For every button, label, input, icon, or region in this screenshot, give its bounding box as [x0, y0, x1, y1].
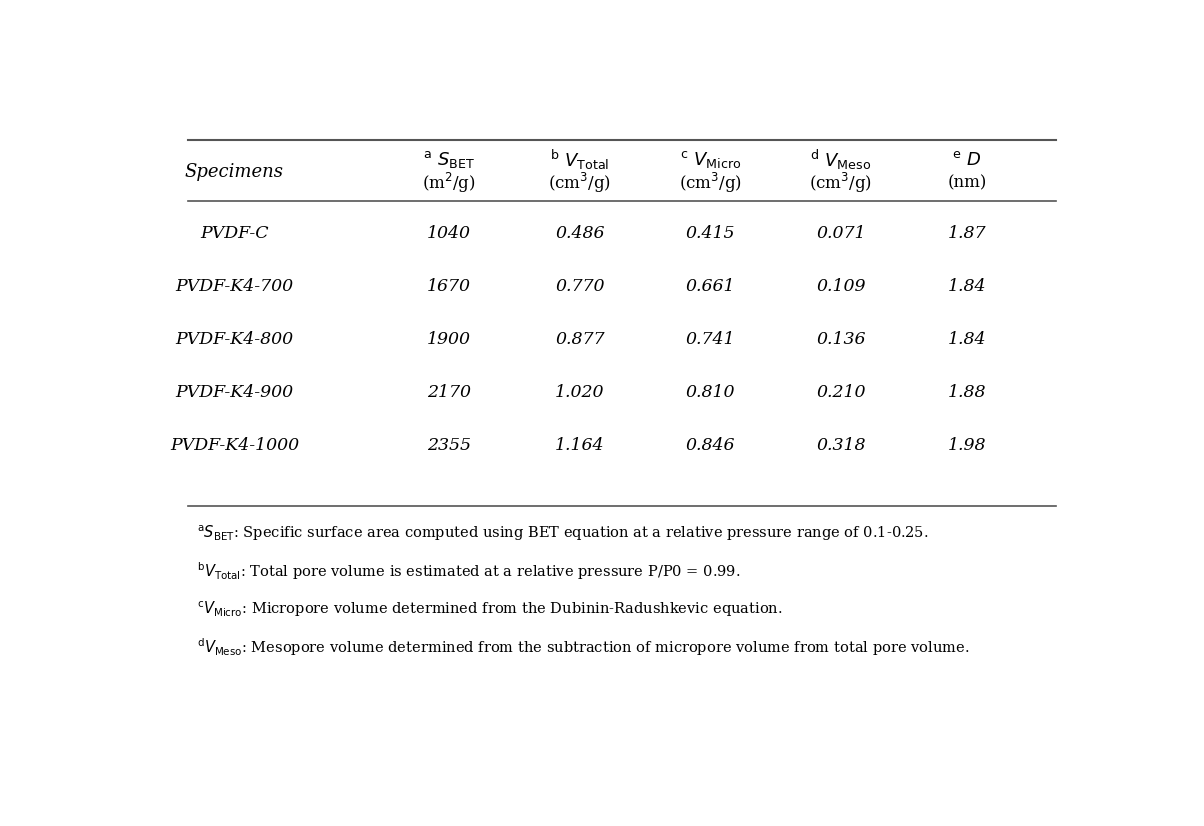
Text: 0.210: 0.210: [816, 384, 866, 401]
Text: PVDF-K4-800: PVDF-K4-800: [176, 331, 294, 348]
Text: $^{\mathrm{c}}$$V_{\mathrm{Micro}}$: Micropore volume determined from the Dubini: $^{\mathrm{c}}$$V_{\mathrm{Micro}}$: Mic…: [197, 600, 783, 619]
Text: 1.84: 1.84: [948, 331, 986, 348]
Text: (nm): (nm): [948, 174, 986, 192]
Text: 0.318: 0.318: [816, 437, 866, 453]
Text: Specimens: Specimens: [185, 163, 284, 181]
Text: PVDF-C: PVDF-C: [200, 225, 268, 243]
Text: 1900: 1900: [427, 331, 471, 348]
Text: $^{\mathrm{b}}$$V_{\mathrm{Total}}$: Total pore volume is estimated at a relativ: $^{\mathrm{b}}$$V_{\mathrm{Total}}$: Tot…: [197, 560, 740, 582]
Text: (cm$^3$/g): (cm$^3$/g): [679, 171, 742, 195]
Text: 0.877: 0.877: [555, 331, 604, 348]
Text: 2170: 2170: [427, 384, 471, 401]
Text: 1.98: 1.98: [948, 437, 986, 453]
Text: $^{\mathrm{d}}$ $\mathit{V}$$_{\mathrm{Meso}}$: $^{\mathrm{d}}$ $\mathit{V}$$_{\mathrm{M…: [810, 148, 872, 172]
Text: (cm$^3$/g): (cm$^3$/g): [809, 171, 873, 195]
Text: 0.415: 0.415: [685, 225, 736, 243]
Text: (m$^2$/g): (m$^2$/g): [423, 171, 476, 195]
Text: $^{\mathrm{e}}$ $\mathit{D}$: $^{\mathrm{e}}$ $\mathit{D}$: [952, 150, 981, 169]
Text: $^{\mathrm{c}}$ $\mathit{V}$$_{\mathrm{Micro}}$: $^{\mathrm{c}}$ $\mathit{V}$$_{\mathrm{M…: [680, 149, 740, 170]
Text: 1.84: 1.84: [948, 278, 986, 295]
Text: 0.071: 0.071: [816, 225, 866, 243]
Text: (cm$^3$/g): (cm$^3$/g): [548, 171, 612, 195]
Text: $^{\mathrm{d}}$$V_{\mathrm{Meso}}$: Mesopore volume determined from the subtract: $^{\mathrm{d}}$$V_{\mathrm{Meso}}$: Meso…: [197, 637, 969, 658]
Text: 1.87: 1.87: [948, 225, 986, 243]
Text: 0.846: 0.846: [685, 437, 736, 453]
Text: 0.109: 0.109: [816, 278, 866, 295]
Text: 0.136: 0.136: [816, 331, 866, 348]
Text: 0.741: 0.741: [685, 331, 736, 348]
Text: $^{\mathrm{b}}$ $\mathit{V}$$_{\mathrm{Total}}$: $^{\mathrm{b}}$ $\mathit{V}$$_{\mathrm{T…: [550, 148, 609, 172]
Text: 0.810: 0.810: [685, 384, 736, 401]
Text: 1670: 1670: [427, 278, 471, 295]
Text: 1.164: 1.164: [555, 437, 604, 453]
Text: 2355: 2355: [427, 437, 471, 453]
Text: 1.88: 1.88: [948, 384, 986, 401]
Text: 0.486: 0.486: [555, 225, 604, 243]
Text: $^{\mathrm{a}}$ $\mathit{S}$$_{\mathrm{BET}}$: $^{\mathrm{a}}$ $\mathit{S}$$_{\mathrm{B…: [423, 149, 476, 170]
Text: 0.661: 0.661: [685, 278, 736, 295]
Text: PVDF-K4-1000: PVDF-K4-1000: [170, 437, 299, 453]
Text: PVDF-K4-700: PVDF-K4-700: [176, 278, 294, 295]
Text: PVDF-K4-900: PVDF-K4-900: [176, 384, 294, 401]
Text: 1040: 1040: [427, 225, 471, 243]
Text: $^{\mathrm{a}}$$S_{\mathrm{BET}}$: Specific surface area computed using BET equa: $^{\mathrm{a}}$$S_{\mathrm{BET}}$: Speci…: [197, 523, 928, 543]
Text: 1.020: 1.020: [555, 384, 604, 401]
Text: 0.770: 0.770: [555, 278, 604, 295]
